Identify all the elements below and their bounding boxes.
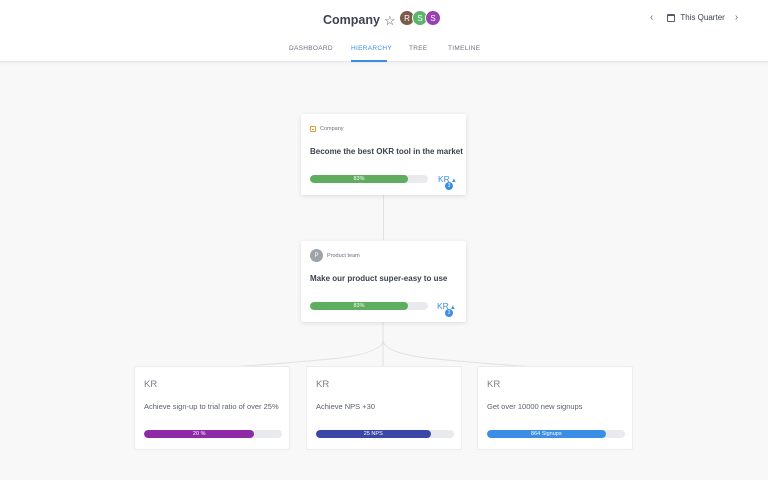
progress-bar: 20 % bbox=[144, 430, 282, 438]
top-header: Company ☆ R S S ‹ This Quarter › DASHBOA… bbox=[0, 0, 768, 62]
period-selector: ‹ This Quarter › bbox=[650, 12, 738, 23]
avatar[interactable]: S bbox=[425, 10, 441, 26]
kr-title: Achieve NPS +30 bbox=[316, 402, 375, 411]
progress-bar: 83% bbox=[310, 302, 428, 310]
objective-card[interactable]: P Product team Make our product super-ea… bbox=[301, 241, 466, 322]
objective-owner: P Product team bbox=[310, 249, 360, 262]
connector-line bbox=[383, 195, 384, 240]
chevron-right-icon[interactable]: › bbox=[734, 12, 739, 23]
kr-label: KR bbox=[316, 379, 330, 390]
objective-card[interactable]: Company Become the best OKR tool in the … bbox=[301, 114, 466, 195]
page-title: Company bbox=[323, 13, 380, 27]
progress-fill: 83% bbox=[310, 302, 408, 310]
kr-toggle-button[interactable]: KR▲ bbox=[438, 174, 457, 184]
kr-label: KR bbox=[487, 379, 501, 390]
kr-title: Achieve sign-up to trial ratio of over 2… bbox=[144, 402, 279, 411]
member-avatars[interactable]: R S S bbox=[399, 10, 441, 26]
tab-timeline[interactable]: TIMELINE bbox=[448, 45, 481, 52]
progress-bar: 83% bbox=[310, 175, 428, 183]
page-title-group: Company ☆ bbox=[323, 11, 396, 29]
caret-up-icon: ▲ bbox=[449, 305, 456, 311]
kr-toggle-label: KR bbox=[438, 174, 450, 184]
progress-bar: 25 NPS bbox=[316, 430, 454, 438]
objective-title: Become the best OKR tool in the market bbox=[310, 147, 463, 156]
key-result-card[interactable]: KR Achieve sign-up to trial ratio of ove… bbox=[134, 366, 290, 450]
progress-fill: 864 Signups bbox=[487, 430, 606, 438]
period-label[interactable]: This Quarter bbox=[680, 13, 725, 22]
kr-toggle-button[interactable]: KR▲ bbox=[437, 301, 456, 311]
key-result-card[interactable]: KR Get over 10000 new signups 864 Signup… bbox=[477, 366, 633, 450]
key-result-card[interactable]: KR Achieve NPS +30 25 NPS bbox=[306, 366, 462, 450]
tab-dashboard[interactable]: DASHBOARD bbox=[289, 45, 333, 52]
kr-title: Get over 10000 new signups bbox=[487, 402, 583, 411]
view-tabs: DASHBOARD HIERARCHY TREE TIMELINE bbox=[0, 44, 768, 62]
company-icon bbox=[310, 126, 316, 132]
caret-up-icon: ▲ bbox=[450, 178, 457, 184]
owner-name: Product team bbox=[327, 252, 360, 259]
kr-label: KR bbox=[144, 379, 158, 390]
tab-tree[interactable]: TREE bbox=[409, 45, 428, 52]
avatar: P bbox=[310, 249, 323, 262]
progress-bar: 864 Signups bbox=[487, 430, 625, 438]
progress-fill: 25 NPS bbox=[316, 430, 431, 438]
progress-fill: 83% bbox=[310, 175, 408, 183]
chevron-left-icon[interactable]: ‹ bbox=[650, 12, 654, 23]
kr-count-badge: 3 bbox=[445, 309, 453, 317]
progress-fill: 20 % bbox=[144, 430, 255, 438]
avatar[interactable]: R bbox=[399, 10, 415, 26]
star-outline-icon[interactable]: ☆ bbox=[383, 12, 396, 28]
objective-owner: Company bbox=[310, 126, 344, 132]
tab-hierarchy[interactable]: HIERARCHY bbox=[351, 44, 392, 62]
kr-count-badge: 3 bbox=[445, 182, 453, 190]
calendar-icon bbox=[667, 13, 676, 22]
owner-name: Company bbox=[320, 126, 344, 132]
objective-title: Make our product super-easy to use bbox=[310, 274, 448, 283]
kr-toggle-label: KR bbox=[437, 301, 449, 311]
